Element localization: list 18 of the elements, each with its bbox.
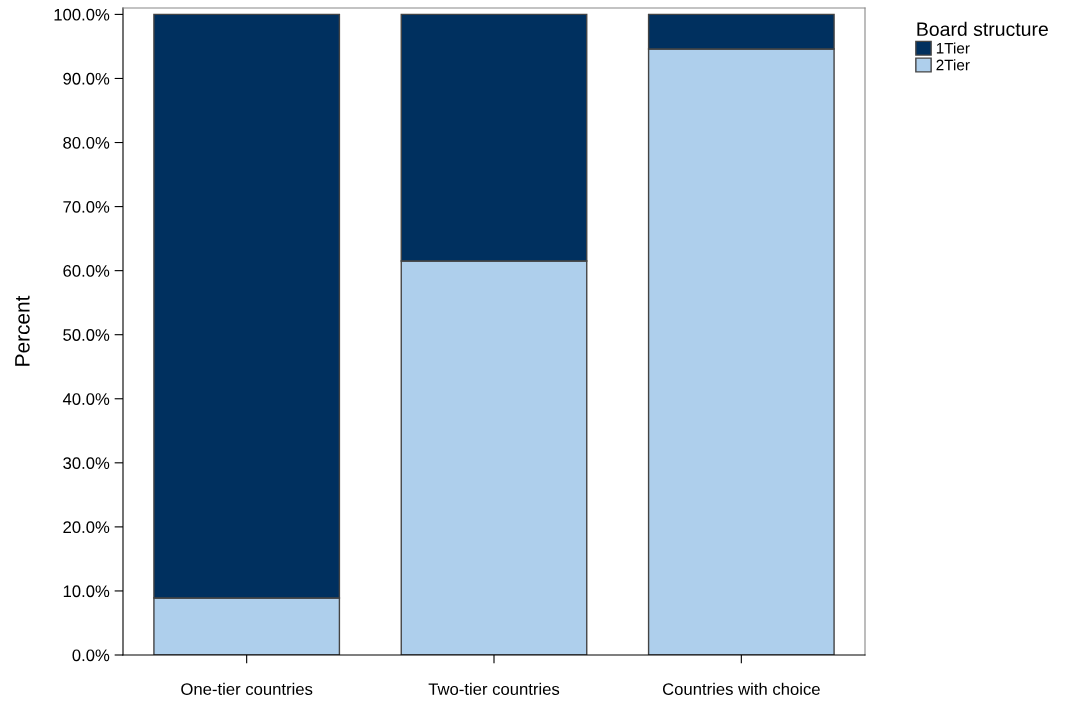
- y-tick-label: 90.0%: [63, 72, 110, 85]
- y-axis-title: Percent: [15, 295, 30, 366]
- y-tick-label: 10.0%: [63, 585, 110, 598]
- x-tick-label: Countries with choice: [662, 682, 820, 696]
- legend-title: Board structure: [917, 21, 1048, 37]
- y-tick-label: 40.0%: [62, 393, 110, 405]
- y-tick-label: 20.0%: [63, 521, 110, 534]
- y-tick-label: 80.0%: [63, 136, 110, 149]
- y-tick-label: 70.0%: [63, 200, 110, 213]
- x-tick-label: Two-tier countries: [428, 682, 560, 696]
- y-tick-label: 100.0%: [54, 8, 110, 21]
- legend-label: 2Tier: [936, 59, 970, 71]
- y-tick-label: 50.0%: [63, 329, 110, 341]
- x-tick-label: One-tier countries: [181, 682, 313, 696]
- y-tick-label: 30.0%: [63, 457, 110, 470]
- y-tick-label: 60.0%: [63, 265, 110, 277]
- y-tick-label: 0.0%: [72, 649, 110, 662]
- legend-label: 1Tier: [936, 42, 970, 54]
